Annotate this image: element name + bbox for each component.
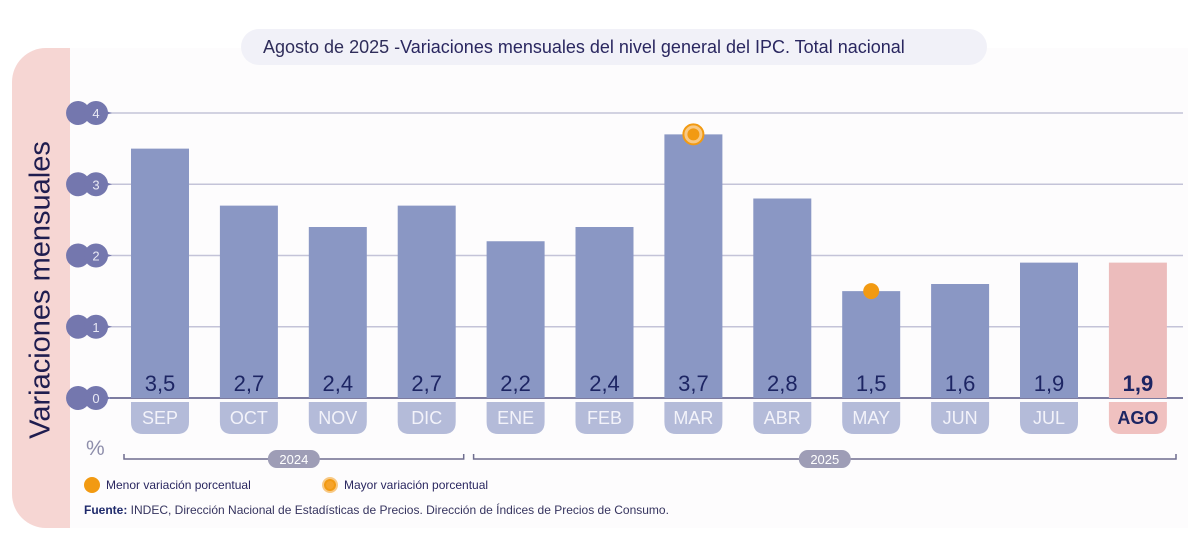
month-tab	[575, 402, 634, 434]
month-tab	[753, 402, 812, 434]
bar-ago	[1108, 262, 1167, 398]
value-label: 2,7	[234, 371, 265, 396]
month-tab	[308, 402, 367, 434]
bar-jun	[931, 284, 990, 398]
x-tick-label: ABR	[764, 408, 801, 428]
bar-dic	[397, 205, 456, 398]
min-marker-icon	[84, 477, 100, 493]
annotation-markers	[682, 123, 880, 300]
value-label: 2,7	[411, 371, 442, 396]
value-label: 1,6	[945, 371, 976, 396]
value-label: 3,7	[678, 371, 709, 396]
value-label: 2,4	[589, 371, 620, 396]
value-label: 1,5	[856, 371, 887, 396]
month-tabs: SEP OCT NOV DIC ENE FEB MAR ABR MAY JUN JUL AGO	[131, 402, 1167, 434]
x-tick-label: DIC	[411, 408, 442, 428]
year-pill	[798, 450, 851, 468]
month-tab	[486, 402, 545, 434]
legend-label: Mayor variación porcentual	[344, 478, 489, 492]
chart-title-main: Variaciones mensuales del nivel general …	[400, 36, 905, 57]
value-label: 1,9	[1123, 371, 1154, 396]
legend-item-max: Mayor variación porcentual	[322, 477, 488, 493]
x-tick-label: JUN	[943, 408, 978, 428]
month-tab	[397, 402, 456, 434]
y-tick-label: 0	[92, 391, 99, 406]
legend-label: Menor variación porcentual	[106, 478, 251, 492]
month-tab	[1020, 402, 1078, 434]
tick-bubble-circle	[84, 172, 108, 197]
tick-bubble-circle	[84, 386, 108, 410]
value-label: 3,5	[145, 371, 176, 396]
x-tick-label: FEB	[587, 408, 622, 428]
x-tick-label: SEP	[142, 408, 178, 428]
month-tab	[842, 402, 901, 434]
y-axis-ticks: 0 1 2 3 4	[66, 101, 112, 410]
y-axis-label-band	[12, 48, 70, 528]
x-tick-label: MAR	[673, 408, 713, 428]
x-tick-label: OCT	[230, 408, 268, 428]
legend-item-min: Menor variación porcentual	[84, 477, 251, 493]
value-label: 2,2	[500, 371, 531, 396]
source-label: Fuente:	[84, 503, 128, 517]
chart-title-prefix: Agosto de 2025 -	[263, 36, 401, 57]
x-tick-label: JUL	[1033, 408, 1065, 428]
bar-mar	[664, 134, 723, 398]
month-tab	[664, 402, 723, 434]
value-label: 1,9	[1034, 371, 1065, 396]
value-label: 2,8	[767, 371, 798, 396]
y-tick-label: 3	[92, 177, 99, 192]
bar-jul	[1020, 262, 1078, 398]
month-tab	[931, 402, 990, 434]
x-tick-label: AGO	[1117, 408, 1158, 428]
max-marker-core	[687, 128, 700, 141]
x-tick-label: ENE	[497, 408, 534, 428]
tick-bubble-circle	[84, 101, 108, 125]
y-tick-label: 2	[92, 249, 99, 264]
year-label: 2025	[810, 452, 839, 467]
tick-bubble-circle	[84, 243, 108, 268]
year-label: 2024	[279, 452, 308, 467]
bar-abr	[753, 198, 812, 398]
unit-label: %	[86, 437, 105, 460]
y-tick-label: 4	[92, 106, 99, 121]
bar-oct	[219, 205, 278, 398]
bar-ene	[486, 241, 545, 398]
max-marker-icon	[322, 477, 338, 493]
x-tick-label: MAY	[852, 408, 890, 428]
month-tab	[1108, 402, 1167, 434]
year-pill	[267, 450, 320, 468]
source-text: INDEC, Dirección Nacional de Estadística…	[127, 503, 669, 517]
month-tab	[131, 402, 189, 434]
year-groups: 2024 2025	[123, 450, 1177, 468]
bar-sep	[131, 148, 189, 398]
bars: 3,5 2,7 2,4 2,7 2,2 2,4 3,7 2,8 1,5 1,6 1,9 1,9	[131, 134, 1167, 398]
source-note: Fuente: INDEC, Dirección Nacional de Est…	[84, 503, 669, 517]
min-marker	[863, 283, 880, 300]
chart-title: Agosto de 2025 - Variaciones mensuales d…	[241, 29, 987, 65]
tick-bubble-circle	[84, 314, 108, 339]
grid-lines	[110, 112, 1183, 399]
bar-nov	[308, 227, 367, 398]
x-tick-label: NOV	[318, 408, 357, 428]
bar-may	[842, 291, 901, 398]
bar-feb	[575, 227, 634, 398]
month-tab	[219, 402, 278, 434]
y-tick-label: 1	[92, 320, 99, 335]
value-label: 2,4	[323, 371, 354, 396]
